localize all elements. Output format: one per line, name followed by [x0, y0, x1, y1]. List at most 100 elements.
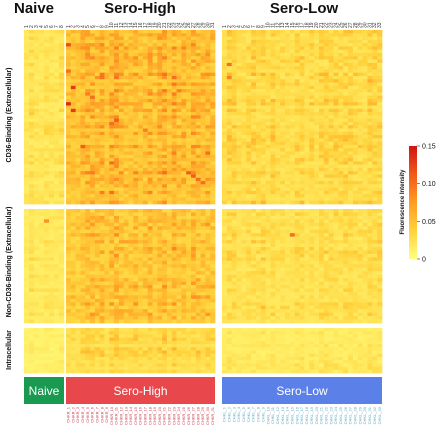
heatmap-cell	[80, 197, 86, 202]
heatmap-cell	[377, 95, 383, 100]
heatmap-cell	[255, 79, 262, 83]
heatmap-cell	[226, 75, 233, 80]
heatmap-cell	[128, 356, 134, 361]
heatmap-cell	[176, 212, 182, 217]
heatmap-cell	[157, 121, 163, 126]
heatmap-cell	[205, 288, 211, 293]
heatmap-cell	[24, 59, 30, 64]
heatmap-cell	[128, 49, 134, 54]
heatmap-cell	[85, 309, 91, 313]
heatmap-cell	[205, 222, 211, 227]
heatmap-cell	[157, 229, 163, 234]
heatmap-cell	[70, 312, 76, 317]
heatmap-cell	[162, 363, 168, 367]
heatmap-cell	[222, 121, 228, 126]
heatmap-cell	[260, 108, 266, 113]
heatmap-cell	[147, 190, 153, 195]
heatmap-cell	[94, 151, 100, 156]
heatmap-cell	[123, 243, 129, 248]
heatmap-cell	[147, 59, 153, 64]
heatmap-cell	[80, 33, 86, 37]
heatmap-cell	[49, 260, 55, 265]
column-tick-label: 2	[29, 25, 35, 28]
heatmap-cell	[147, 82, 153, 87]
heatmap-cell	[222, 72, 228, 77]
heatmap-cell	[39, 62, 45, 67]
heatmap-cell	[318, 89, 325, 93]
heatmap-cell	[39, 49, 45, 54]
heatmap-cell	[190, 331, 197, 335]
heatmap-cell	[109, 39, 115, 44]
heatmap-cell	[85, 295, 91, 300]
heatmap-cell	[162, 158, 168, 162]
heatmap-cell	[255, 33, 262, 37]
column-tick-label: 5	[85, 25, 91, 28]
heatmap-cell	[75, 298, 81, 303]
heatmap-cell	[357, 39, 363, 44]
heatmap-cell	[171, 164, 177, 169]
heatmap-cell	[157, 128, 163, 133]
heatmap-cell	[162, 118, 168, 123]
heatmap-cell	[44, 215, 50, 220]
heatmap-cell	[123, 105, 129, 110]
heatmap-cell	[333, 75, 339, 80]
heatmap-cell	[166, 316, 173, 320]
heatmap-cell	[138, 353, 144, 358]
heatmap-cell	[39, 369, 45, 374]
heatmap-cell	[270, 43, 276, 47]
heatmap-cell	[90, 312, 96, 317]
heatmap-cell	[94, 128, 100, 133]
heatmap-cell	[114, 260, 120, 265]
heatmap-cell	[90, 82, 96, 87]
heatmap-cell	[138, 347, 144, 351]
heatmap-cell	[222, 118, 228, 123]
heatmap-cell	[318, 75, 325, 80]
heatmap-cell	[200, 141, 206, 146]
heatmap-cell	[377, 98, 383, 103]
heatmap-cell	[29, 33, 35, 37]
heatmap-cell	[338, 118, 344, 123]
heatmap-cell	[285, 56, 291, 60]
heatmap-cell	[66, 148, 72, 152]
heatmap-cell	[114, 177, 120, 182]
heatmap-cell	[34, 141, 40, 146]
heatmap-cell	[236, 43, 242, 47]
heatmap-cell	[70, 89, 76, 93]
heatmap-cell	[49, 72, 55, 77]
heatmap-cell	[123, 369, 129, 374]
heatmap-cell	[152, 240, 158, 244]
heatmap-cell	[171, 46, 177, 51]
heatmap-cell	[270, 33, 276, 37]
heatmap-cell	[133, 366, 139, 371]
heatmap-cell	[29, 347, 35, 351]
heatmap-cell	[133, 82, 139, 87]
heatmap-cell	[94, 240, 100, 244]
heatmap-cell	[190, 171, 197, 175]
heatmap-cell	[99, 138, 105, 142]
heatmap-cell	[171, 260, 177, 265]
heatmap-cell	[24, 305, 30, 310]
heatmap-cell	[176, 278, 182, 282]
heatmap-cell	[246, 75, 252, 80]
heatmap-cell	[338, 89, 344, 93]
heatmap-cell	[265, 112, 271, 116]
heatmap-cell	[251, 89, 257, 93]
heatmap-cell	[323, 108, 330, 113]
heatmap-cell	[24, 181, 30, 185]
heatmap-cell	[114, 105, 120, 110]
heatmap-cell	[304, 102, 310, 106]
heatmap-cell	[210, 128, 216, 133]
heatmap-cell	[142, 236, 149, 241]
heatmap-cell	[323, 105, 330, 110]
heatmap-cell	[75, 181, 81, 185]
heatmap-cell	[275, 62, 281, 67]
heatmap-cell	[85, 128, 91, 133]
heatmap-cell	[66, 278, 72, 282]
heatmap-cell	[66, 271, 72, 275]
heatmap-cell	[333, 59, 339, 64]
heatmap-cell	[186, 148, 192, 152]
heatmap-cell	[49, 66, 55, 70]
heatmap-cell	[157, 171, 163, 175]
heatmap-cell	[49, 148, 55, 152]
heatmap-cell	[133, 161, 139, 165]
